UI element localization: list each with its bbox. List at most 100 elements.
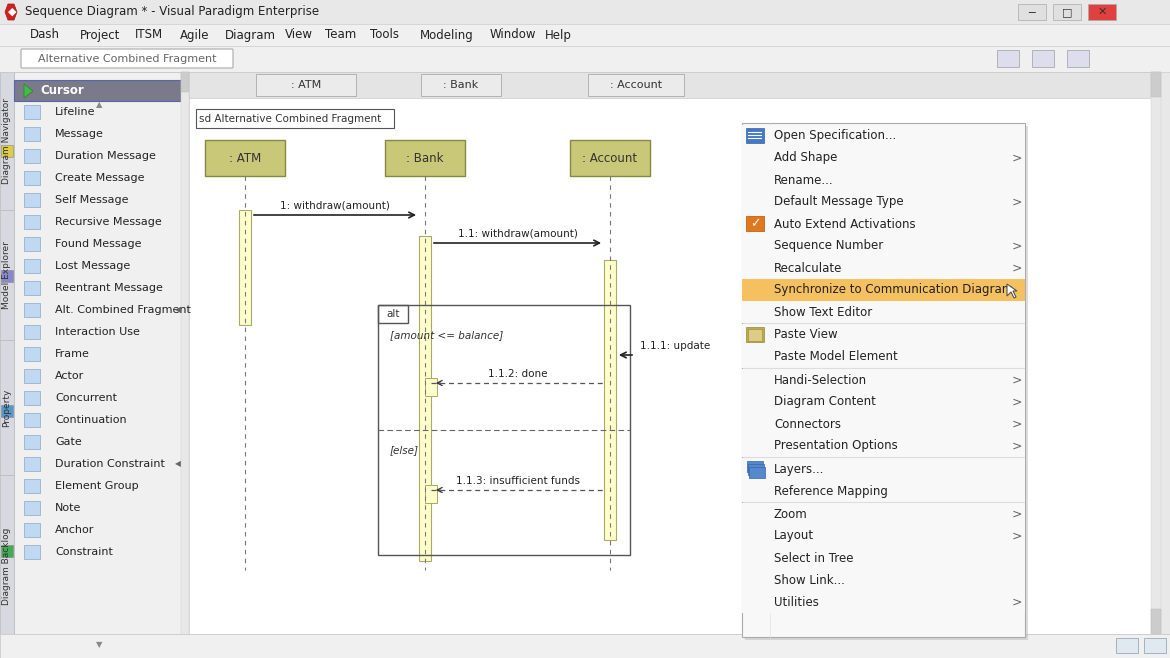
FancyBboxPatch shape — [21, 49, 233, 68]
Bar — [742, 169, 1025, 191]
Text: ▲: ▲ — [96, 101, 102, 109]
Text: Frame: Frame — [55, 349, 90, 359]
Text: ✕: ✕ — [1097, 7, 1107, 17]
Bar — [742, 279, 1025, 301]
Bar — [742, 503, 1025, 525]
Text: >: > — [1012, 507, 1023, 520]
Bar — [25, 479, 40, 493]
Bar — [749, 467, 765, 478]
Text: ✓: ✓ — [750, 217, 760, 230]
Bar — [25, 435, 40, 449]
Text: >: > — [1012, 261, 1023, 274]
Text: Alternative Combined Fragment: Alternative Combined Fragment — [37, 53, 216, 64]
Text: Anchor: Anchor — [55, 525, 95, 535]
Text: 1.1.2: done: 1.1.2: done — [488, 369, 548, 379]
Text: View: View — [285, 28, 314, 41]
Text: Add Shape: Add Shape — [775, 151, 838, 164]
Text: Model Explorer: Model Explorer — [2, 241, 12, 309]
Bar — [746, 327, 764, 342]
Bar — [742, 413, 1025, 435]
Text: Project: Project — [80, 28, 121, 41]
Bar — [742, 346, 1025, 368]
Text: Alt. Combined Fragment: Alt. Combined Fragment — [55, 305, 191, 315]
Bar — [378, 305, 629, 555]
Bar — [425, 378, 438, 396]
Text: Constraint: Constraint — [55, 547, 112, 557]
Text: Presentation Options: Presentation Options — [775, 440, 897, 453]
Text: Element Group: Element Group — [55, 481, 138, 491]
Bar — [425, 485, 438, 503]
Text: Concurrent: Concurrent — [55, 393, 117, 403]
Bar — [190, 72, 1155, 98]
Text: Lifeline: Lifeline — [55, 107, 96, 117]
Bar — [742, 591, 1025, 613]
Bar — [742, 547, 1025, 569]
Bar — [25, 193, 40, 207]
Text: >: > — [1012, 395, 1023, 409]
Bar — [1151, 72, 1161, 634]
Text: >: > — [1012, 240, 1023, 253]
Bar — [742, 191, 1025, 213]
Bar — [742, 213, 1025, 235]
Bar — [0, 24, 1170, 46]
Text: Note: Note — [55, 503, 82, 513]
Bar — [205, 140, 285, 176]
Text: Found Message: Found Message — [55, 239, 142, 249]
Text: Show Link...: Show Link... — [775, 574, 845, 586]
Text: Help: Help — [545, 28, 572, 41]
Bar — [742, 123, 1025, 637]
Bar — [742, 257, 1025, 279]
Text: ─: ─ — [1028, 7, 1035, 17]
Text: >: > — [1012, 151, 1023, 164]
Bar — [25, 457, 40, 471]
Text: Cursor: Cursor — [40, 84, 84, 97]
Bar — [742, 235, 1025, 257]
Bar — [742, 324, 1025, 346]
Text: Duration Constraint: Duration Constraint — [55, 459, 165, 469]
Text: Sequence Number: Sequence Number — [775, 240, 883, 253]
Text: 1.1: withdraw(amount): 1.1: withdraw(amount) — [457, 229, 578, 239]
Text: Actor: Actor — [55, 371, 84, 381]
Text: Auto Extend Activations: Auto Extend Activations — [775, 218, 916, 230]
Bar — [748, 464, 764, 475]
Text: [amount <= balance]: [amount <= balance] — [390, 330, 503, 340]
Bar — [742, 301, 1025, 323]
Bar — [25, 281, 40, 295]
Bar — [746, 128, 764, 143]
Bar — [742, 147, 1025, 169]
Text: : Account: : Account — [583, 151, 638, 164]
Text: Show Text Editor: Show Text Editor — [775, 305, 873, 318]
Text: □: □ — [1061, 7, 1072, 17]
Text: Rename...: Rename... — [775, 174, 833, 186]
Text: Select in Tree: Select in Tree — [775, 551, 853, 565]
Text: Default Message Type: Default Message Type — [775, 195, 903, 209]
Text: Diagram Backlog: Diagram Backlog — [2, 528, 12, 605]
Bar — [25, 237, 40, 251]
Bar — [25, 259, 40, 273]
Text: ◆: ◆ — [8, 7, 16, 17]
Polygon shape — [25, 84, 33, 98]
Text: Zoom: Zoom — [775, 507, 807, 520]
Bar — [742, 435, 1025, 457]
Bar — [604, 260, 615, 540]
Bar — [742, 525, 1025, 547]
Text: Agile: Agile — [180, 28, 209, 41]
Bar — [742, 369, 1025, 391]
Bar — [570, 140, 651, 176]
Text: Open Specification...: Open Specification... — [775, 130, 896, 143]
Bar — [1018, 4, 1046, 20]
Bar — [742, 569, 1025, 591]
Bar — [25, 413, 40, 427]
Text: Paste Model Element: Paste Model Element — [775, 351, 897, 363]
Bar — [181, 72, 190, 654]
Bar — [239, 210, 252, 325]
Text: Dash: Dash — [30, 28, 60, 41]
Text: >: > — [1012, 374, 1023, 386]
Text: Interaction Use: Interaction Use — [55, 327, 140, 337]
Bar — [1, 270, 13, 282]
Text: : Account: : Account — [610, 80, 662, 90]
Bar — [25, 127, 40, 141]
Bar — [25, 105, 40, 119]
Text: Sequence Diagram * - Visual Paradigm Enterprise: Sequence Diagram * - Visual Paradigm Ent… — [25, 5, 319, 18]
Bar — [1144, 638, 1166, 653]
